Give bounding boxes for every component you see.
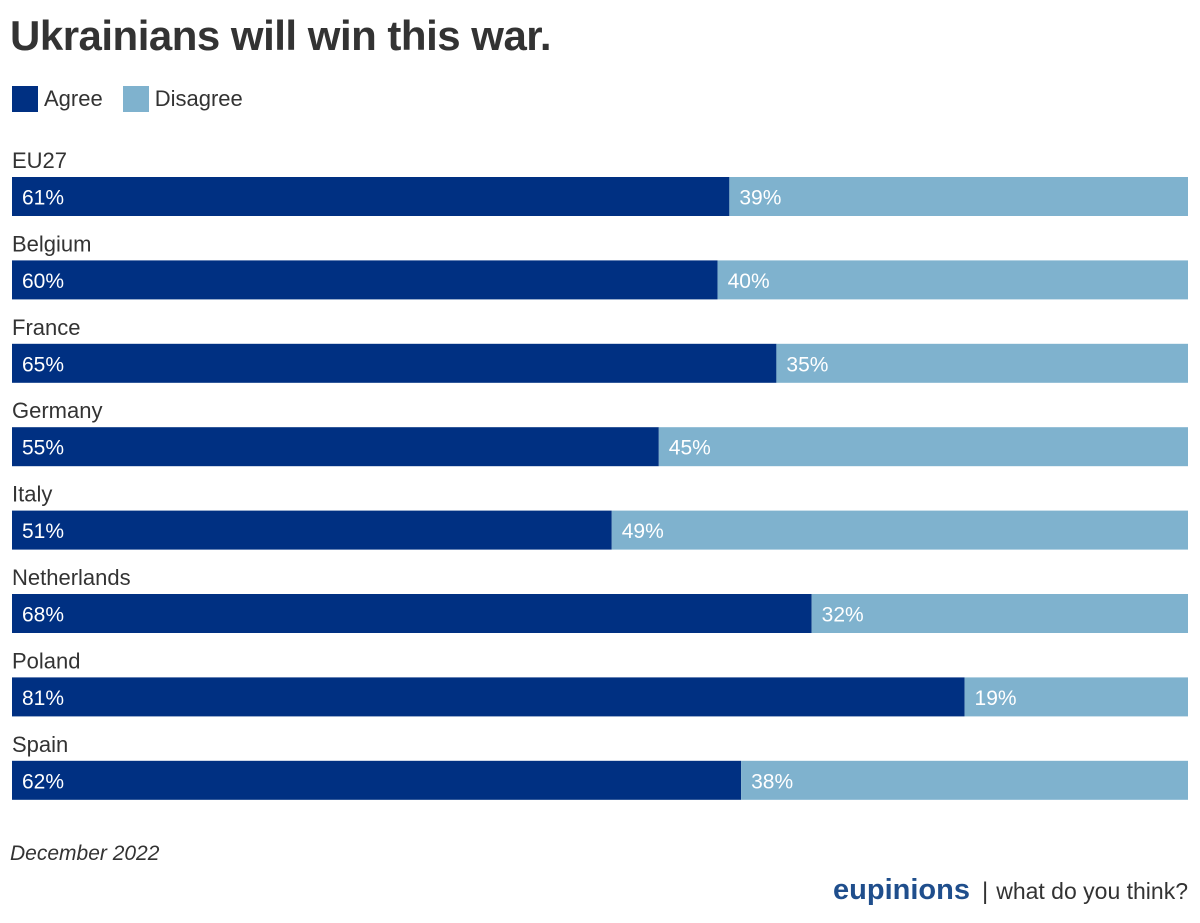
bar-disagree [964,677,1188,717]
legend-label-disagree: Disagree [154,86,243,111]
data-label-agree: 60% [22,270,64,293]
stacked-bar-chart: EU27 61% 39% Belgium 60% 40% France 65% 35% Germa… [12,148,1188,800]
data-label-disagree: 38% [751,770,793,793]
category-label: Italy [12,482,52,507]
bar-agree [12,260,718,300]
category-label: Poland [12,648,81,673]
bar-agree [12,594,812,633]
category-label: Spain [12,732,68,757]
bar-disagree [658,427,1188,467]
legend-item-agree: Agree [12,86,103,112]
category-label: Belgium [12,231,91,256]
brand-separator: | [981,878,989,905]
data-label-disagree: 35% [786,353,828,376]
bar-agree [12,677,965,717]
data-label-disagree: 19% [975,687,1017,710]
data-label-agree: 68% [22,604,64,627]
bar-disagree [729,177,1188,216]
bar-agree [12,760,742,800]
data-label-agree: 65% [22,353,64,376]
brand-footer: eupinions | what do you think? [833,874,1188,907]
legend-swatch-agree [12,86,38,112]
bar-agree [12,177,730,216]
legend-swatch-disagree [122,86,149,112]
data-label-agree: 62% [22,770,64,793]
data-label-disagree: 39% [739,187,781,210]
data-label-agree: 61% [22,187,64,210]
bar-agree [12,510,612,550]
legend-item-disagree: Disagree [122,86,243,112]
bar-disagree [611,510,1188,550]
legend: Agree Disagree [12,86,263,112]
data-label-disagree: 40% [728,270,770,293]
bar-agree [12,427,659,467]
data-label-disagree: 49% [622,520,664,543]
bar-disagree [811,594,1188,633]
bar-disagree [717,260,1188,300]
category-label: France [12,315,80,340]
data-label-agree: 55% [22,437,64,460]
legend-label-agree: Agree [44,86,103,111]
bar-disagree [741,760,1188,800]
data-label-agree: 51% [22,520,64,543]
date-footnote: December 2022 [10,842,160,865]
brand-logo-text: eupinions [833,874,970,906]
bar-agree [12,343,777,383]
category-label: Germany [12,398,102,423]
bar-disagree [776,343,1188,383]
data-label-disagree: 45% [669,437,711,460]
category-label: EU27 [12,148,67,173]
category-label: Netherlands [12,565,131,590]
data-label-disagree: 32% [822,604,864,627]
data-label-agree: 81% [22,687,64,710]
brand-tagline: what do you think? [996,878,1188,904]
chart-title: Ukrainians will win this war. [10,12,552,59]
